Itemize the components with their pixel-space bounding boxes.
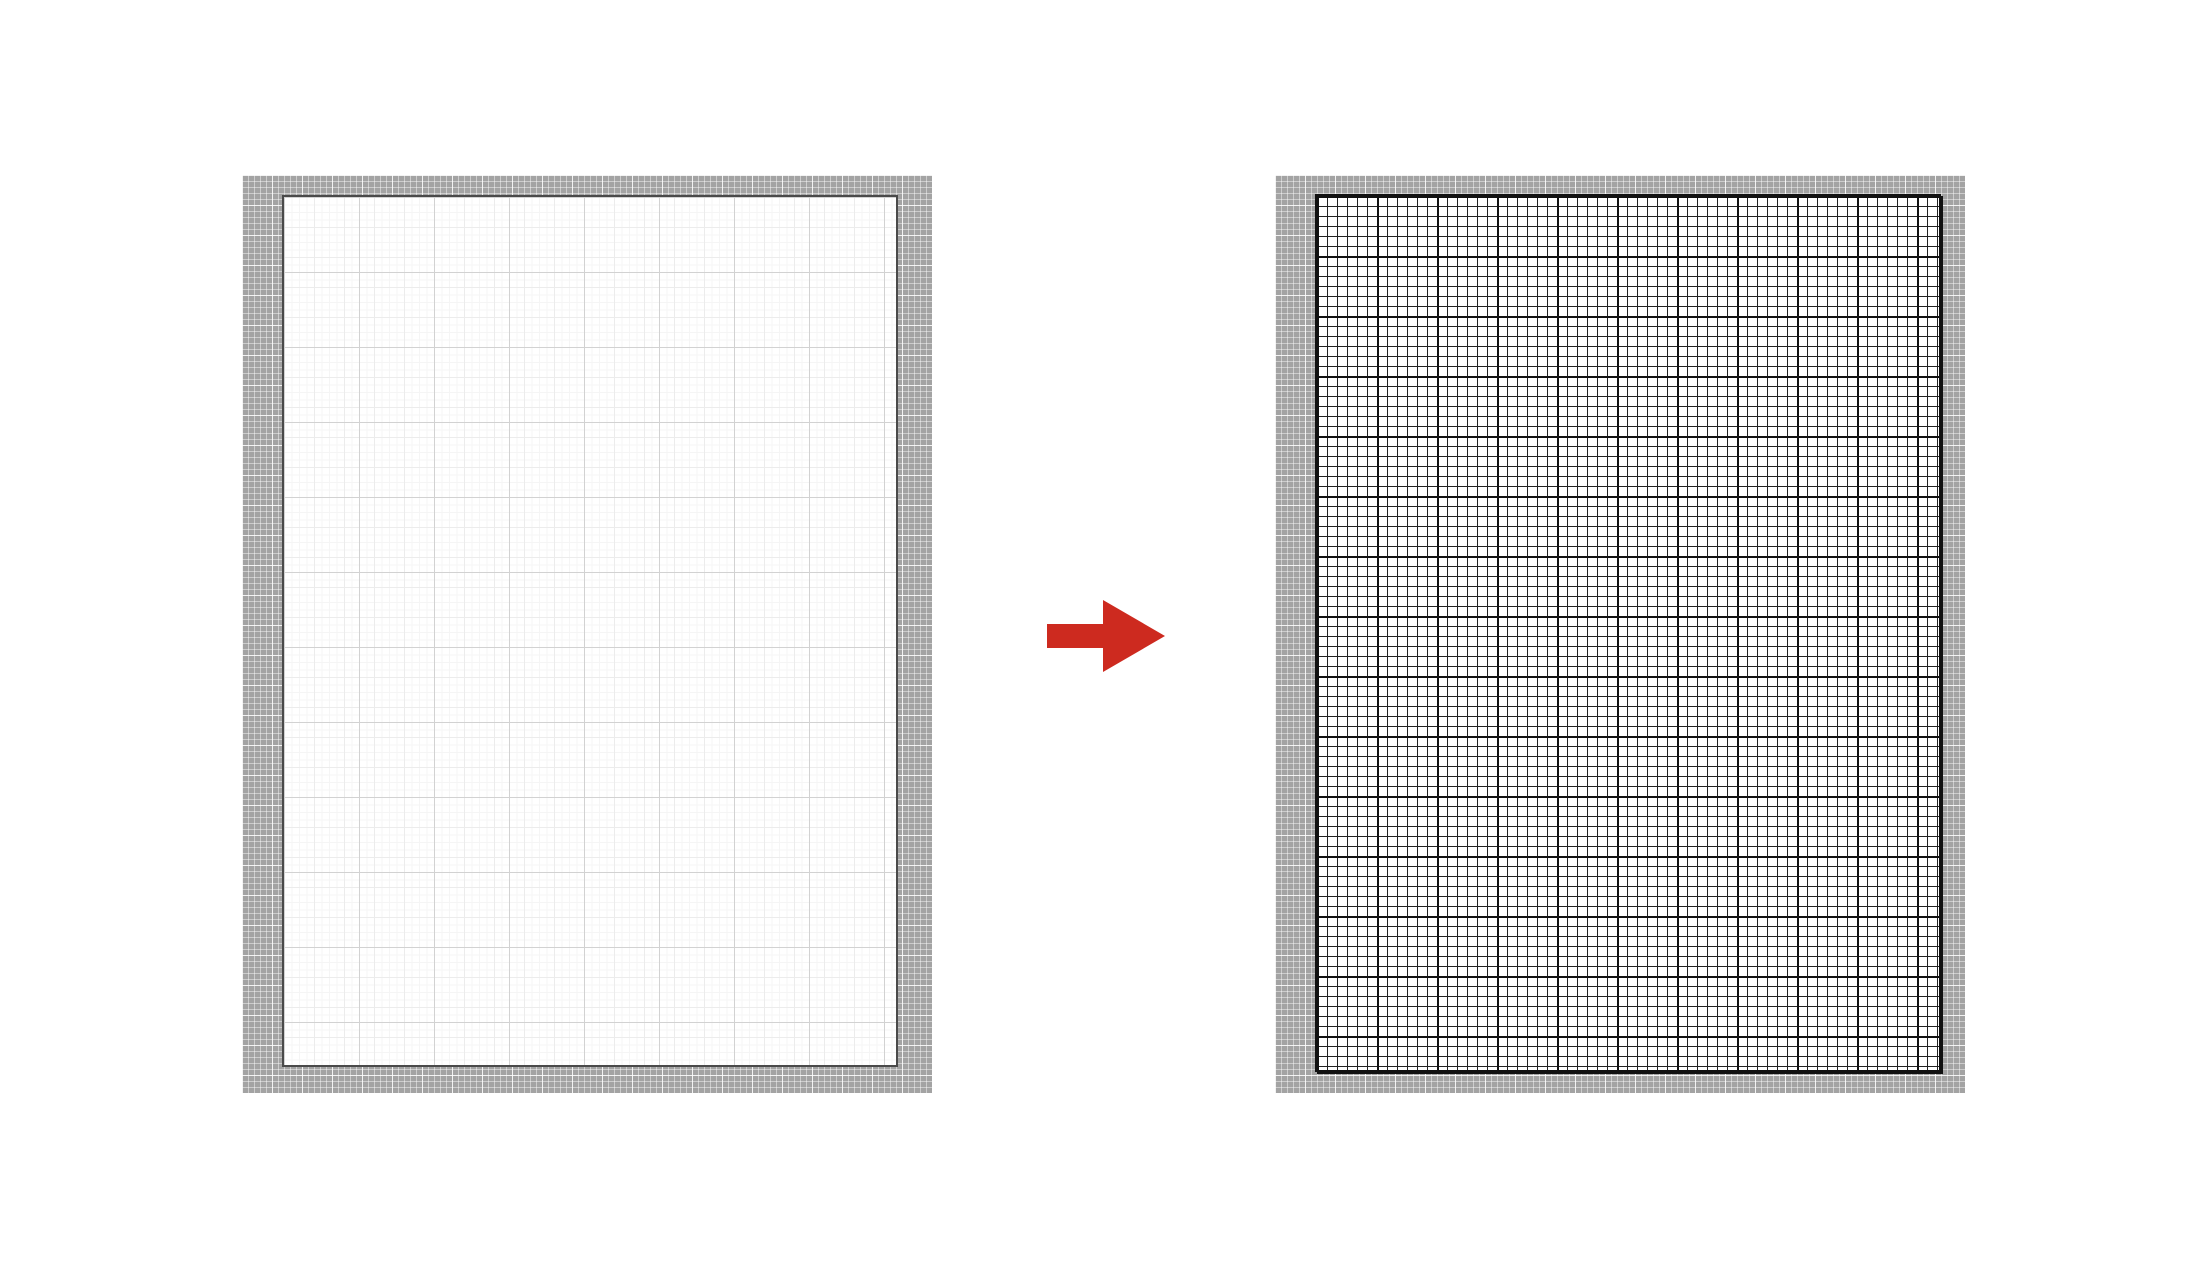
after-panel-frame	[1275, 175, 1965, 1093]
before-grid-sheet	[282, 195, 898, 1067]
right-arrow-icon	[1047, 600, 1165, 672]
before-panel-frame	[242, 175, 932, 1093]
arrow-shape	[1047, 600, 1165, 672]
after-grid-sheet	[1315, 194, 1941, 1072]
